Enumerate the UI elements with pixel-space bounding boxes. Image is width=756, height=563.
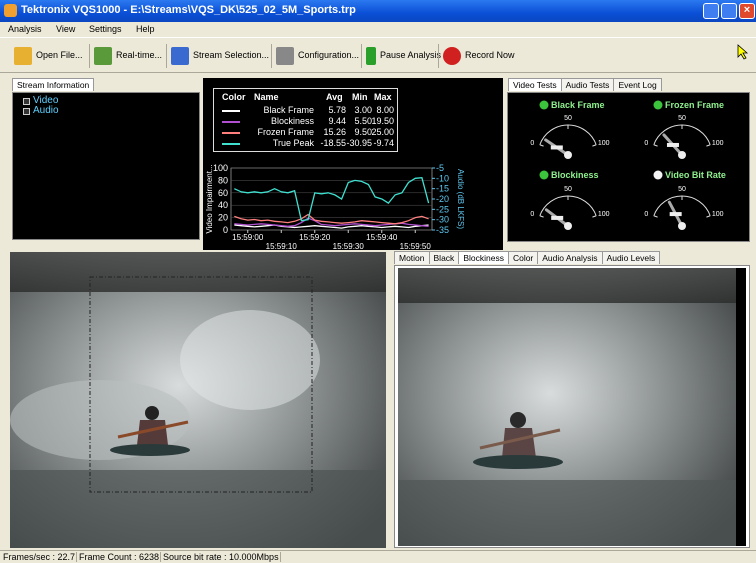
gauge-tick-label: 100	[598, 211, 610, 218]
gauge-tick-label: 50	[678, 115, 686, 122]
y2-tick-label: -35	[436, 225, 449, 235]
gauge-tick-label: 50	[564, 186, 572, 193]
needle-pivot	[678, 222, 686, 230]
y-tick-label: 100	[213, 163, 228, 173]
needle-readout	[551, 145, 563, 149]
x-tick-label: 15:59:40	[366, 233, 398, 242]
y-tick-label: 0	[223, 225, 228, 235]
gauge-tick	[654, 145, 658, 146]
gauge-title: Video Bit Rate	[665, 170, 726, 180]
analysis-video-image	[398, 268, 736, 546]
y2-tick-label: -25	[436, 204, 449, 214]
y-tick-label: 60	[218, 188, 228, 198]
y2-tick-label: -15	[436, 184, 449, 194]
gauge-tick	[706, 145, 710, 146]
gauge-tick	[654, 216, 658, 217]
status-led	[540, 171, 549, 180]
y-tick-label: 80	[218, 175, 228, 185]
gauge-tick-label: 50	[564, 115, 572, 122]
x-tick-label: 15:59:00	[232, 233, 264, 242]
y-axis-label: Video Impairment...	[205, 164, 214, 233]
y2-tick-label: -5	[436, 163, 444, 173]
gauge-tick-label: 100	[712, 140, 724, 147]
gauge-tick-label: 0	[644, 211, 648, 218]
x-tick-label: 15:59:20	[299, 233, 331, 242]
app-window: Tektronix VQS1000 - E:\Streams\VQS_DK\52…	[0, 0, 756, 563]
status-led	[654, 101, 663, 110]
status-led	[654, 171, 663, 180]
gauge-tick	[540, 145, 544, 146]
source-video-image	[10, 252, 386, 548]
y-tick-label: 20	[218, 213, 228, 223]
x-tick-label: 15:59:30	[333, 242, 365, 251]
y2-tick-label: -20	[436, 194, 449, 204]
gauge-tick-label: 0	[530, 140, 534, 147]
gauge-title: Black Frame	[551, 100, 605, 110]
gauge-tick-label: 100	[598, 140, 610, 147]
x-tick-label: 15:59:50	[400, 242, 432, 251]
gauge-tick	[540, 216, 544, 217]
x-tick-label: 15:59:10	[266, 242, 298, 251]
needle-readout	[670, 212, 682, 216]
y2-tick-label: -10	[436, 173, 449, 183]
needle-readout	[551, 216, 563, 220]
gauge-tick-label: 0	[644, 140, 648, 147]
gauge-title: Blockiness	[551, 170, 599, 180]
needle-pivot	[564, 151, 572, 159]
needle-pivot	[678, 151, 686, 159]
needle-pivot	[564, 222, 572, 230]
y2-tick-label: -30	[436, 215, 449, 225]
gauge-tick-label: 50	[678, 186, 686, 193]
page: VQS1000 {"window": {"title": "Tektronix …	[0, 0, 756, 563]
status-led	[540, 101, 549, 110]
gauge-tick	[706, 216, 710, 217]
gauge-tick	[592, 216, 596, 217]
needle-readout	[667, 143, 679, 147]
y-tick-label: 40	[218, 200, 228, 210]
gauge-title: Frozen Frame	[665, 100, 724, 110]
gauge-tick-label: 0	[530, 211, 534, 218]
gauge-tick	[592, 145, 596, 146]
overlay: 0 20 40 60 80 100 -35-30-25-20-15-10-5 15:59:00…	[0, 0, 756, 563]
gauge-tick-label: 100	[712, 211, 724, 218]
y2-axis-label: Audio (dB LKFS)	[456, 169, 465, 229]
